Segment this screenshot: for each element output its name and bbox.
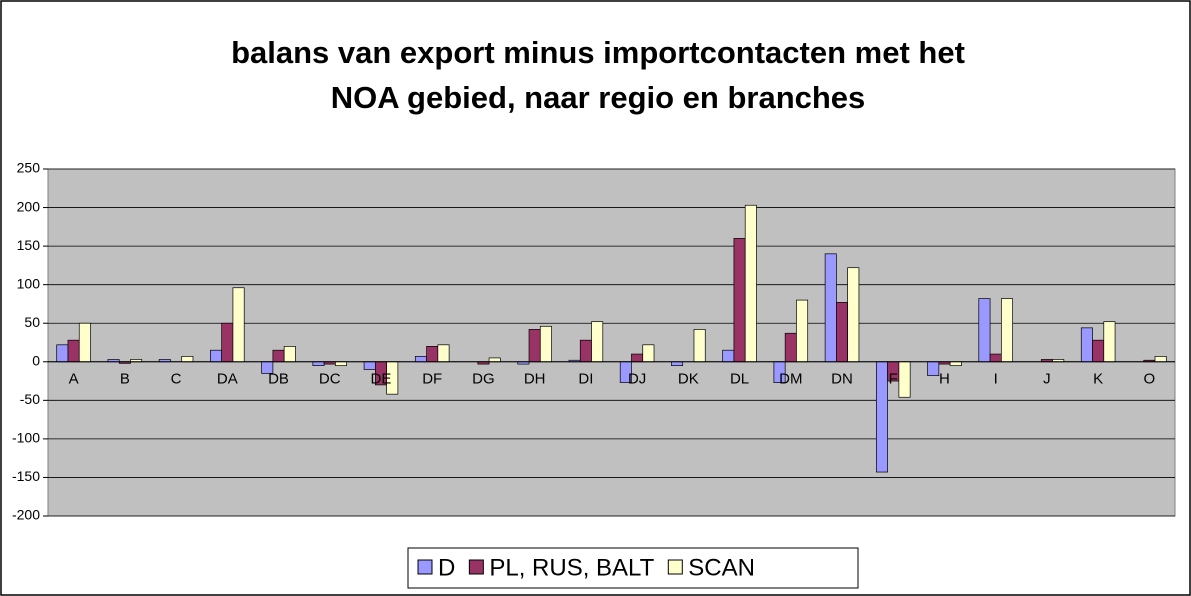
bar [642,344,655,363]
bar [56,344,69,363]
x-tick-label: F [889,371,898,388]
bar [221,322,234,363]
legend-label: PL, RUS, BALT [489,554,654,581]
y-tick-label: 0 [32,352,40,368]
legend-swatch [417,559,433,575]
bar [591,321,604,363]
bar [1103,321,1116,363]
chart-title: balans van export minus importcontacten … [231,35,965,70]
bar [272,349,285,363]
bar [1154,356,1167,363]
bar [847,267,860,363]
bar [671,361,684,366]
bar [875,361,888,473]
x-tick-label: DB [268,371,289,388]
x-tick-label: DJ [628,371,646,388]
bar [1000,298,1013,363]
y-tick-label: 250 [17,160,41,176]
x-tick-label: DE [371,371,392,388]
bar [898,361,911,398]
x-tick-label: DF [422,371,442,388]
bar [1080,327,1093,363]
bar [927,361,940,377]
y-tick-label: -100 [12,430,40,446]
x-tick-label: DC [319,371,341,388]
bar [796,299,809,363]
y-tick-label: 50 [24,314,40,330]
chart-title: NOA gebied, naar regio en branches [331,80,866,115]
y-tick-label: 200 [17,198,41,214]
y-tick-label: 100 [17,275,41,291]
bar [283,346,296,363]
y-tick-label: -150 [12,468,40,484]
x-tick-label: DL [730,371,749,388]
bar [488,357,501,363]
x-tick-label: DH [524,371,546,388]
bar [1092,339,1105,363]
bar [210,349,223,363]
bar [335,361,348,366]
bar [437,344,450,363]
bar [426,346,439,363]
bar [631,353,644,363]
x-tick-label: B [120,371,130,388]
x-tick-label: DK [678,371,699,388]
bar [414,356,427,363]
bar [528,329,541,363]
legend-label: SCAN [688,554,755,581]
legend-swatch [468,559,484,575]
x-tick-label: DM [779,371,802,388]
bar [693,329,706,363]
bar [232,287,245,363]
x-tick-label: H [939,371,950,388]
y-tick-label: -200 [12,507,40,523]
x-tick-label: C [171,371,182,388]
x-tick-label: O [1144,371,1156,388]
bar [836,302,849,363]
bar [733,238,746,363]
legend-swatch [667,559,683,575]
bar [824,253,837,363]
bar [744,204,757,363]
bar [722,349,735,363]
x-tick-label: J [1043,371,1051,388]
bar [989,353,1002,363]
bar [784,332,797,363]
x-tick-label: DG [472,371,495,388]
x-tick-label: DN [831,371,853,388]
y-tick-label: 150 [17,237,41,253]
legend-label: D [438,554,455,581]
x-tick-label: DA [217,371,238,388]
x-tick-label: I [994,371,998,388]
bar [181,356,194,363]
y-tick-label: -50 [20,391,40,407]
bar [579,339,592,363]
x-tick-label: DI [578,371,593,388]
bar [78,322,91,363]
bar [312,361,325,366]
bar [363,361,376,370]
bar [539,325,552,363]
bar [978,298,991,363]
bar [949,361,962,366]
x-tick-label: A [69,371,79,388]
x-tick-label: K [1093,371,1103,388]
bar [67,339,80,363]
